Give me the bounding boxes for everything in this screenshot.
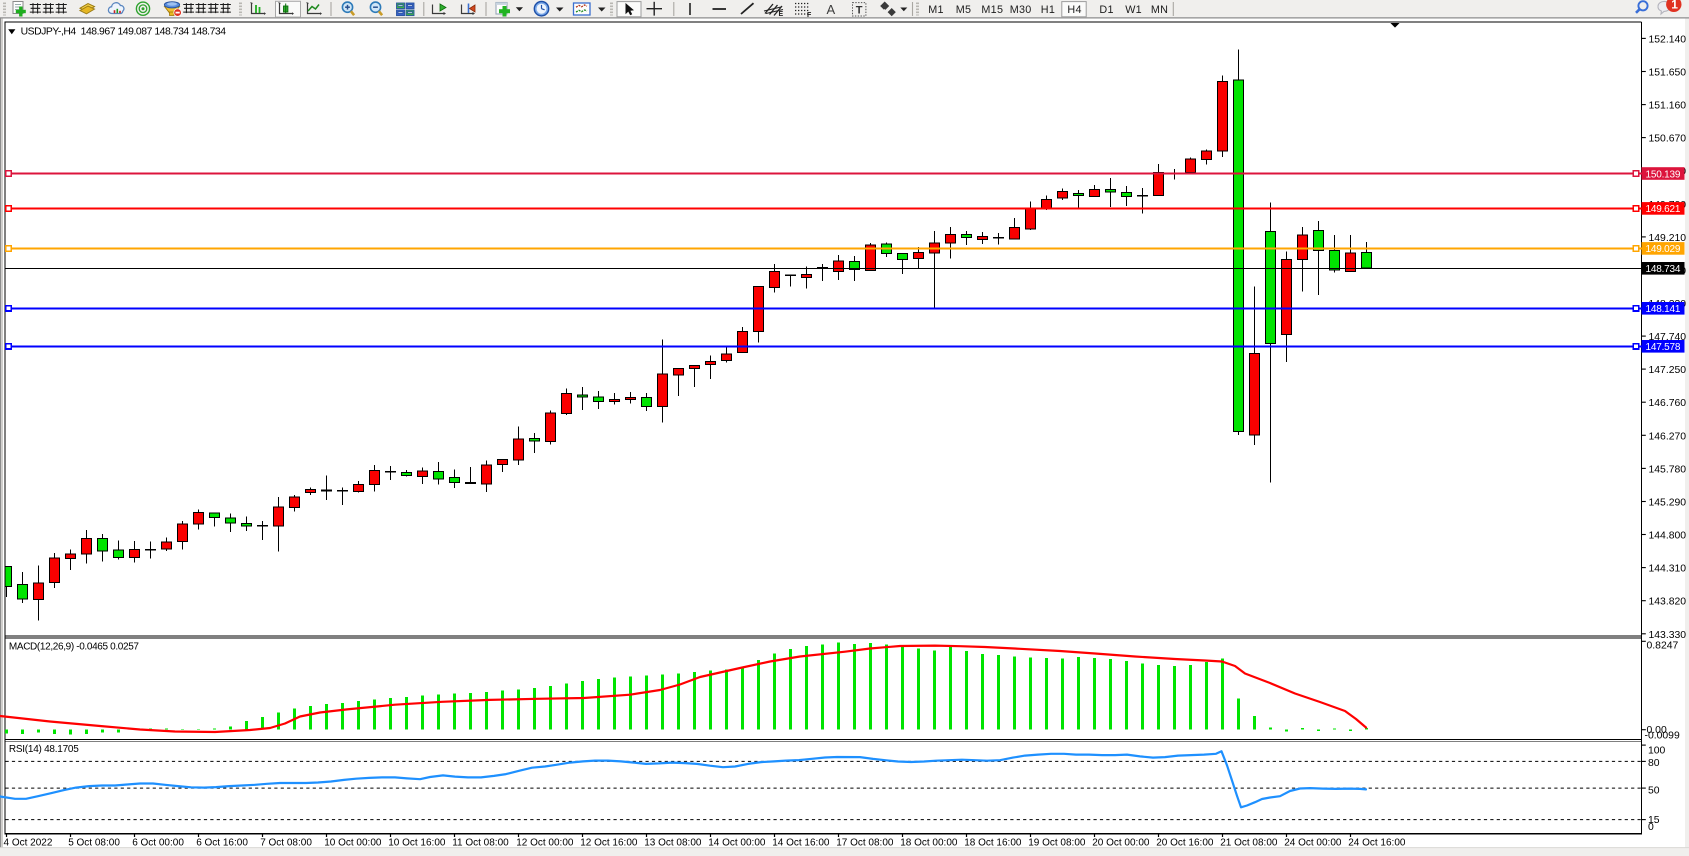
svg-text:147.578: 147.578: [1646, 342, 1681, 353]
svg-text:1: 1: [1671, 0, 1678, 12]
svg-text:143.820: 143.820: [1649, 597, 1687, 608]
svg-text:0: 0: [1648, 822, 1654, 833]
svg-text:146.760: 146.760: [1649, 398, 1687, 409]
svg-text:MN: MN: [1151, 4, 1168, 16]
svg-text:10 Oct 00:00: 10 Oct 00:00: [324, 838, 382, 849]
svg-text:20 Oct 16:00: 20 Oct 16:00: [1156, 838, 1214, 849]
svg-text:149.210: 149.210: [1649, 233, 1687, 244]
svg-text:50: 50: [1648, 786, 1660, 797]
svg-text:14 Oct 00:00: 14 Oct 00:00: [708, 838, 766, 849]
svg-text:150.139: 150.139: [1646, 169, 1681, 180]
svg-text:148.141: 148.141: [1646, 304, 1681, 315]
svg-text:150.670: 150.670: [1649, 134, 1687, 145]
svg-text:12 Oct 00:00: 12 Oct 00:00: [516, 838, 574, 849]
svg-text:144.800: 144.800: [1649, 531, 1687, 542]
svg-text:145.290: 145.290: [1649, 498, 1687, 509]
svg-text:18 Oct 16:00: 18 Oct 16:00: [964, 838, 1022, 849]
svg-text:0.8247: 0.8247: [1647, 640, 1679, 651]
svg-text:148.734: 148.734: [1646, 264, 1681, 275]
svg-text:MACD(12,26,9) -0.0465 0.0257: MACD(12,26,9) -0.0465 0.0257: [9, 642, 140, 653]
svg-text:T: T: [856, 5, 863, 17]
svg-text:147.740: 147.740: [1649, 332, 1687, 343]
svg-text:151.650: 151.650: [1649, 68, 1687, 79]
svg-text:152.140: 152.140: [1649, 34, 1687, 45]
svg-text:20 Oct 00:00: 20 Oct 00:00: [1092, 838, 1150, 849]
svg-text:5 Oct 08:00: 5 Oct 08:00: [68, 838, 120, 849]
svg-text:A: A: [827, 2, 836, 17]
svg-text:147.250: 147.250: [1649, 365, 1687, 376]
svg-text:M30: M30: [1010, 4, 1032, 16]
svg-text:7 Oct 08:00: 7 Oct 08:00: [260, 838, 312, 849]
svg-text:151.160: 151.160: [1649, 101, 1687, 112]
svg-text:12 Oct 16:00: 12 Oct 16:00: [580, 838, 638, 849]
svg-text:17 Oct 08:00: 17 Oct 08:00: [836, 838, 894, 849]
svg-text:21 Oct 08:00: 21 Oct 08:00: [1220, 838, 1278, 849]
svg-text:14 Oct 16:00: 14 Oct 16:00: [772, 838, 830, 849]
svg-text:D1: D1: [1099, 4, 1113, 16]
svg-text:15: 15: [1648, 815, 1660, 826]
svg-text:146.270: 146.270: [1649, 431, 1687, 442]
svg-text:E: E: [779, 11, 784, 18]
svg-text:149.029: 149.029: [1646, 244, 1681, 255]
svg-text:6 Oct 00:00: 6 Oct 00:00: [132, 838, 184, 849]
svg-text:M1: M1: [928, 4, 944, 16]
svg-text:4 Oct 2022: 4 Oct 2022: [4, 838, 53, 849]
svg-text:11 Oct 08:00: 11 Oct 08:00: [452, 838, 509, 849]
svg-text:80: 80: [1648, 758, 1660, 769]
svg-text:18 Oct 00:00: 18 Oct 00:00: [900, 838, 958, 849]
svg-text:H4: H4: [1067, 4, 1081, 16]
svg-text:100: 100: [1648, 746, 1666, 757]
svg-text:RSI(14) 48.1705: RSI(14) 48.1705: [9, 744, 79, 755]
svg-text:13 Oct 08:00: 13 Oct 08:00: [644, 838, 702, 849]
svg-text:144.310: 144.310: [1649, 564, 1687, 575]
svg-text:6 Oct 16:00: 6 Oct 16:00: [196, 838, 248, 849]
svg-text:145.780: 145.780: [1649, 464, 1687, 475]
svg-text:24 Oct 16:00: 24 Oct 16:00: [1348, 838, 1406, 849]
svg-text:F: F: [807, 12, 812, 19]
svg-text:H1: H1: [1041, 4, 1055, 16]
svg-text:USDJPY-,H4 148.967 149.087 14: USDJPY-,H4 148.967 149.087 148.734 148.7…: [21, 27, 227, 38]
svg-text:143.330: 143.330: [1649, 630, 1687, 641]
svg-text:M15: M15: [981, 4, 1003, 16]
svg-text:149.621: 149.621: [1646, 204, 1681, 215]
svg-text:M5: M5: [956, 4, 972, 16]
svg-text:24 Oct 00:00: 24 Oct 00:00: [1284, 838, 1342, 849]
svg-text:0.00: 0.00: [1647, 725, 1667, 736]
svg-text:-0.0099: -0.0099: [1645, 730, 1680, 741]
svg-text:19 Oct 08:00: 19 Oct 08:00: [1028, 838, 1086, 849]
svg-text:10 Oct 16:00: 10 Oct 16:00: [388, 838, 446, 849]
svg-text:W1: W1: [1125, 4, 1142, 16]
